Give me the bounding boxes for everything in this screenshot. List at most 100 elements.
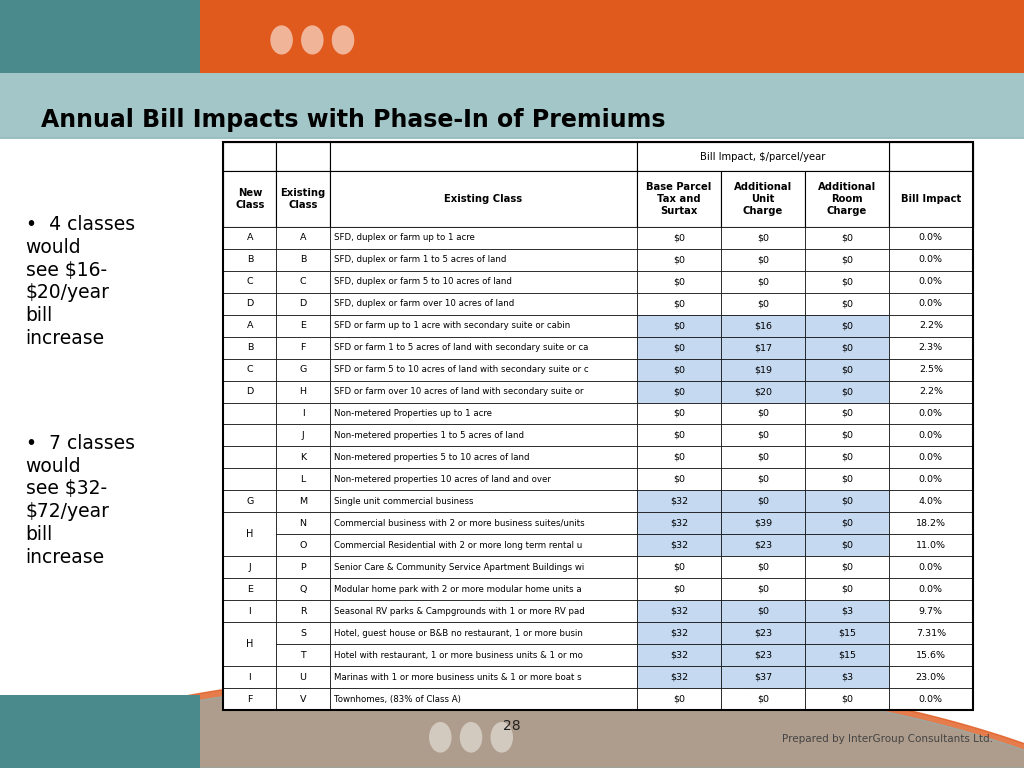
Bar	[276, 601, 330, 622]
Text: A: A	[247, 321, 253, 330]
Text: $0: $0	[673, 343, 685, 352]
Text: $0: $0	[673, 299, 685, 308]
Bar	[637, 512, 721, 535]
Bar	[223, 601, 276, 622]
Bar	[330, 667, 637, 688]
Text: I: I	[249, 607, 251, 616]
Bar	[889, 644, 973, 667]
Bar	[805, 578, 889, 601]
Bar	[330, 380, 637, 402]
Bar	[637, 425, 721, 446]
Bar	[637, 557, 721, 578]
Bar	[805, 293, 889, 315]
Bar	[276, 359, 330, 380]
Bar	[721, 622, 805, 644]
Bar	[889, 227, 973, 249]
Text: SFD or farm 5 to 10 acres of land with secondary suite or c: SFD or farm 5 to 10 acres of land with s…	[334, 365, 589, 374]
Bar	[889, 315, 973, 336]
Text: $0: $0	[841, 255, 853, 264]
Text: $0: $0	[757, 233, 769, 242]
Text: A: A	[247, 233, 253, 242]
Bar	[721, 491, 805, 512]
Bar	[805, 535, 889, 557]
Text: SFD, duplex or farm 1 to 5 acres of land: SFD, duplex or farm 1 to 5 acres of land	[334, 255, 506, 264]
Bar	[276, 578, 330, 601]
Bar	[805, 688, 889, 710]
Ellipse shape	[332, 25, 354, 55]
Text: $0: $0	[673, 431, 685, 440]
Text: A: A	[300, 233, 306, 242]
Bar	[330, 468, 637, 491]
Text: $15: $15	[838, 629, 856, 638]
Bar	[637, 142, 889, 171]
Text: G: G	[246, 497, 254, 506]
Polygon shape	[0, 676, 1024, 768]
Bar	[276, 315, 330, 336]
Text: Marinas with 1 or more business units & 1 or more boat s: Marinas with 1 or more business units & …	[334, 673, 582, 682]
Bar	[223, 315, 276, 336]
Bar	[330, 270, 637, 293]
Bar	[805, 644, 889, 667]
Bar	[805, 380, 889, 402]
Text: $0: $0	[841, 563, 853, 572]
Bar	[330, 249, 637, 270]
Text: J: J	[249, 563, 251, 572]
Text: 4.0%: 4.0%	[919, 497, 943, 506]
Bar	[330, 557, 637, 578]
Text: Existing Class: Existing Class	[444, 194, 522, 204]
Text: I: I	[249, 673, 251, 682]
Text: $15: $15	[838, 651, 856, 660]
Text: $20: $20	[754, 387, 772, 396]
Bar	[276, 491, 330, 512]
Text: $0: $0	[673, 321, 685, 330]
Bar	[721, 249, 805, 270]
Bar	[276, 622, 330, 644]
Bar	[223, 171, 276, 227]
Bar	[223, 557, 276, 578]
Bar	[721, 557, 805, 578]
Text: F: F	[300, 343, 306, 352]
Bar	[889, 535, 973, 557]
Text: $0: $0	[841, 453, 853, 462]
Bar	[330, 578, 637, 601]
Text: $0: $0	[841, 343, 853, 352]
Bar	[889, 491, 973, 512]
Text: $0: $0	[757, 607, 769, 616]
Bar	[721, 270, 805, 293]
Bar	[0, 695, 200, 768]
Text: 0.0%: 0.0%	[919, 409, 943, 418]
Text: 11.0%: 11.0%	[915, 541, 946, 550]
Bar	[889, 667, 973, 688]
Bar	[805, 227, 889, 249]
Bar	[805, 249, 889, 270]
Bar	[223, 491, 276, 512]
Text: $0: $0	[841, 233, 853, 242]
Text: O: O	[299, 541, 307, 550]
Bar	[637, 171, 721, 227]
Text: Additional
Room
Charge: Additional Room Charge	[818, 182, 876, 216]
Bar	[223, 270, 276, 293]
Bar	[889, 142, 973, 171]
Bar	[637, 336, 721, 359]
Bar	[637, 227, 721, 249]
Bar	[223, 142, 973, 710]
Text: D: D	[299, 299, 307, 308]
Bar	[637, 293, 721, 315]
Bar	[330, 293, 637, 315]
Bar	[276, 402, 330, 425]
Text: Annual Bill Impacts with Phase-In of Premiums: Annual Bill Impacts with Phase-In of Pre…	[41, 108, 666, 131]
Text: C: C	[300, 277, 306, 286]
Bar	[805, 512, 889, 535]
Text: $0: $0	[673, 365, 685, 374]
Text: Senior Care & Community Service Apartment Buildings wi: Senior Care & Community Service Apartmen…	[334, 563, 584, 572]
Bar	[805, 622, 889, 644]
Bar	[721, 535, 805, 557]
Text: 18.2%: 18.2%	[915, 519, 946, 528]
Text: $0: $0	[841, 431, 853, 440]
Bar	[223, 512, 276, 557]
Bar	[805, 171, 889, 227]
Bar	[276, 142, 330, 171]
Text: 2.5%: 2.5%	[919, 365, 943, 374]
Text: $16: $16	[754, 321, 772, 330]
Bar	[805, 446, 889, 468]
